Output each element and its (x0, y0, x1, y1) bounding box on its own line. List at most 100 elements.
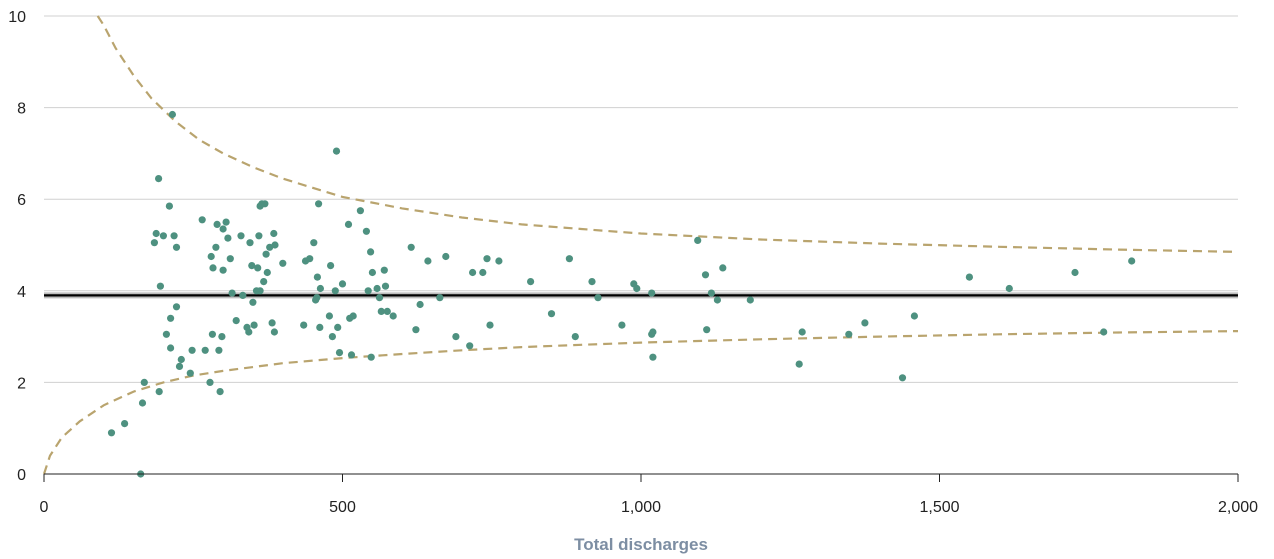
data-point (332, 147, 341, 155)
data-point (334, 323, 342, 331)
data-point (165, 202, 173, 210)
y-tick-label: 4 (17, 284, 26, 301)
data-point (1128, 257, 1136, 265)
data-point (237, 232, 245, 240)
data-point (310, 239, 318, 247)
data-point (1100, 328, 1108, 336)
data-point (246, 239, 254, 247)
data-point (349, 312, 357, 320)
x-tick-label: 2,000 (1218, 499, 1258, 516)
data-point (466, 342, 474, 350)
data-point (222, 218, 230, 226)
data-point (215, 346, 223, 354)
y-tick-labels: 0 2 4 6 8 10 (8, 9, 26, 484)
data-point (442, 252, 450, 261)
data-point (316, 323, 324, 331)
data-point (167, 344, 175, 352)
data-point (648, 289, 656, 297)
data-point (325, 312, 333, 320)
x-tick-label: 0 (40, 499, 49, 516)
data-point (140, 378, 148, 386)
y-tick-label: 6 (17, 192, 26, 209)
x-axis (43, 473, 1239, 482)
data-point (845, 330, 853, 338)
data-point (910, 312, 919, 320)
data-point (262, 250, 270, 258)
y-tick-label: 2 (17, 375, 26, 392)
data-point (306, 255, 314, 263)
upper-control-limit (96, 15, 1239, 253)
data-point (547, 310, 556, 318)
data-point (201, 346, 209, 354)
data-point (156, 282, 164, 290)
x-tick-labels: 0 500 1,000 1,500 2,000 (40, 499, 1259, 516)
data-point (271, 241, 279, 249)
data-point (495, 257, 503, 265)
data-point (175, 362, 184, 370)
data-point (344, 220, 353, 228)
data-point (162, 330, 170, 338)
data-point (216, 388, 224, 396)
data-point (121, 420, 129, 428)
data-point (571, 333, 579, 341)
data-point (331, 287, 339, 295)
data-point (208, 330, 216, 338)
data-point (219, 225, 227, 233)
data-point (270, 229, 278, 238)
data-point (224, 234, 232, 242)
data-point (168, 110, 176, 119)
data-point (649, 328, 657, 336)
data-point (260, 278, 268, 286)
x-tick-label: 1,000 (621, 499, 661, 516)
data-point (364, 287, 372, 295)
data-point (795, 360, 803, 368)
data-point (367, 353, 375, 361)
data-point (703, 326, 711, 334)
data-point (313, 273, 321, 281)
data-point (177, 355, 185, 364)
data-point (798, 328, 806, 336)
data-point (172, 303, 181, 311)
data-point (219, 266, 227, 274)
data-point (207, 252, 215, 261)
data-point (469, 268, 477, 277)
data-point (170, 232, 178, 240)
data-point (167, 314, 175, 322)
data-point (424, 257, 432, 265)
data-point (694, 236, 702, 244)
data-points (107, 110, 1136, 478)
data-point (452, 333, 460, 341)
x-tick-label: 500 (329, 499, 356, 516)
y-tick-label: 0 (17, 467, 26, 484)
data-point (356, 207, 364, 215)
data-point (268, 319, 276, 327)
data-point (416, 300, 424, 309)
data-point (206, 378, 214, 386)
data-point (138, 399, 147, 407)
data-point (594, 294, 602, 302)
data-point (347, 351, 356, 359)
data-point (746, 296, 754, 304)
data-point (707, 289, 716, 297)
data-point (226, 255, 234, 263)
data-point (588, 278, 596, 286)
data-point (313, 294, 321, 302)
data-point (618, 321, 626, 329)
data-point (965, 273, 974, 281)
data-point (315, 200, 323, 208)
data-point (270, 328, 278, 336)
data-point (327, 262, 335, 270)
data-point (209, 264, 217, 272)
data-point (389, 312, 397, 320)
x-tick-label: 1,500 (919, 499, 959, 516)
data-point (245, 328, 253, 336)
data-point (380, 266, 388, 274)
x-axis-title: Total discharges (574, 535, 708, 554)
data-point (254, 264, 262, 272)
data-point (261, 200, 269, 208)
data-point (373, 284, 381, 293)
data-point (527, 278, 535, 286)
data-point (248, 262, 256, 270)
data-point (228, 289, 236, 297)
